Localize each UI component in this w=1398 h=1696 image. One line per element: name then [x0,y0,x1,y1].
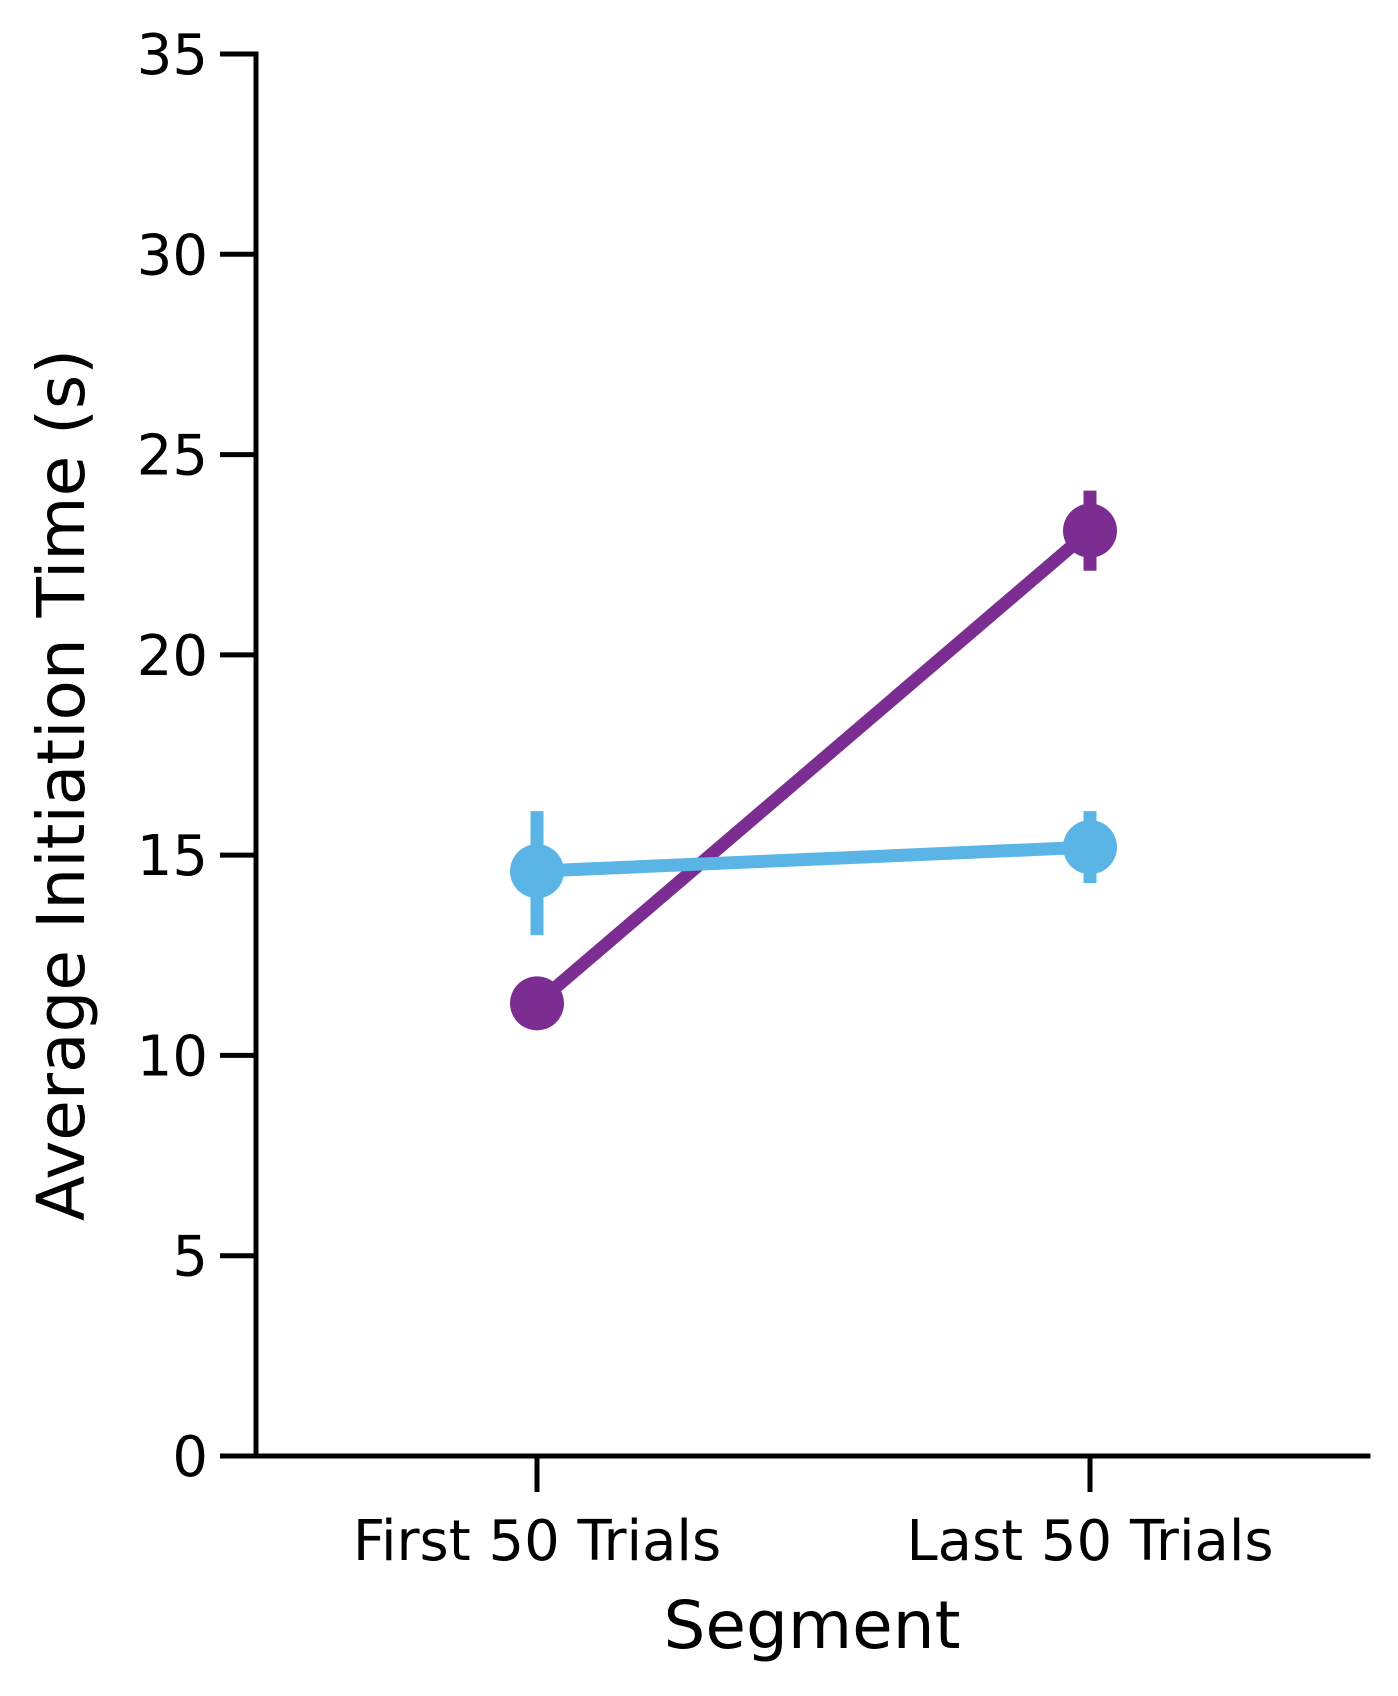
x-tick-label: Last 50 Trials [906,1509,1273,1574]
y-tick-label: 10 [137,1024,208,1089]
series-line [530,840,1097,878]
y-tick-label: 30 [137,223,208,288]
x-tick-label: First 50 Trials [353,1509,721,1574]
data-point [510,976,564,1031]
x-axis-ticks: First 50 Trials Last 50 Trials [353,1456,1274,1574]
axes [253,51,1371,1459]
series-layer [510,490,1117,1031]
data-point [510,844,564,899]
y-tick-label: 15 [137,824,208,889]
y-axis-ticks: 0 5 10 15 20 25 30 35 [137,23,256,1490]
y-tick-label: 0 [172,1425,208,1490]
data-point [1063,820,1117,875]
y-tick-label: 35 [137,23,208,88]
y-tick-label: 20 [137,624,208,689]
y-tick-label: 5 [172,1225,208,1290]
y-tick-label: 25 [137,424,208,489]
series-2 [510,811,1117,936]
data-point [1063,503,1117,558]
series-1 [510,490,1117,1031]
x-axis-title: Segment [664,1587,961,1664]
y-axis-title: Average Initiation Time (s) [23,349,100,1221]
series-line [530,524,1097,1010]
